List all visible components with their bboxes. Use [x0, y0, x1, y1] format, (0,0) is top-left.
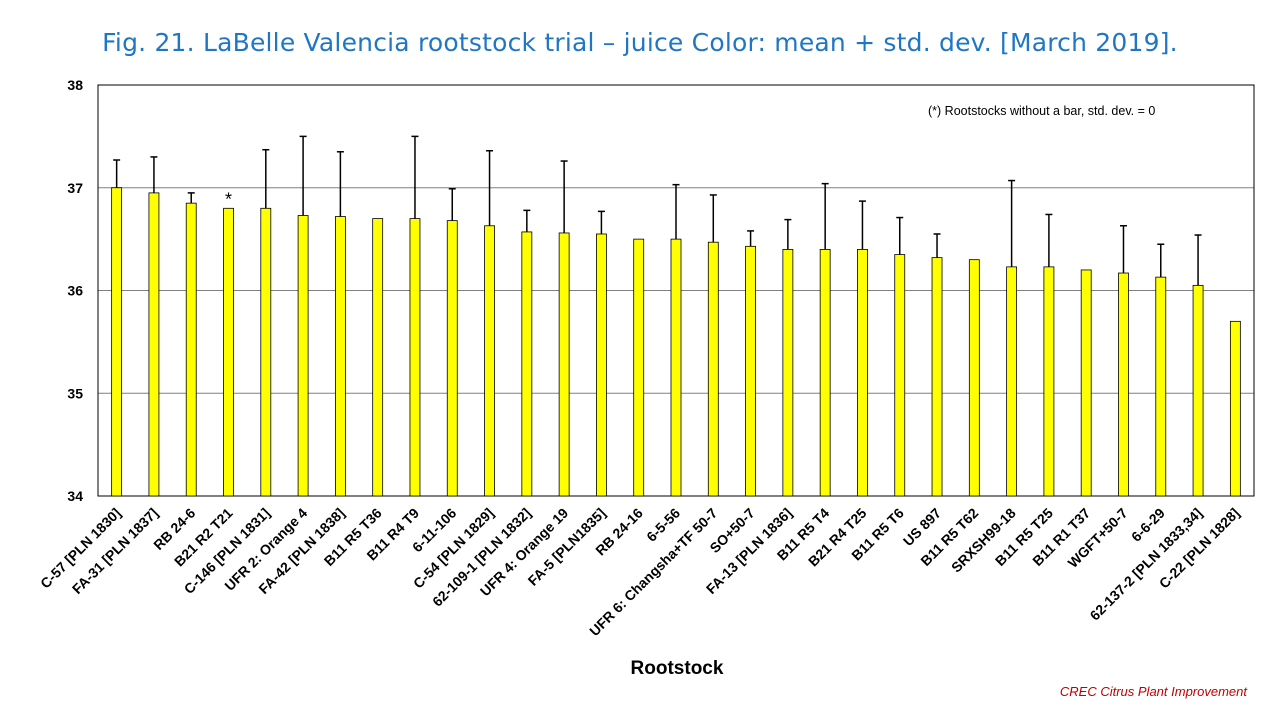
bar: [484, 225, 495, 497]
bar: [1006, 266, 1018, 497]
bar: [521, 231, 533, 497]
bar: [409, 218, 421, 497]
bar: [1155, 276, 1167, 497]
bar: [1118, 272, 1129, 497]
bar: [372, 218, 384, 497]
bar: [297, 215, 309, 497]
bar: [782, 248, 794, 497]
bar: [1229, 320, 1241, 497]
bar: [745, 245, 756, 497]
bar: [558, 232, 570, 497]
bar: [185, 202, 197, 497]
bar: [1043, 266, 1055, 497]
chart-title: Fig. 21. LaBelle Valencia rootstock tria…: [102, 28, 1178, 57]
bar: [968, 259, 980, 497]
markers: *: [225, 189, 232, 209]
no-std-dev-marker: *: [225, 189, 232, 209]
bar: [1192, 284, 1204, 497]
bar: [633, 238, 645, 497]
bar: [707, 241, 719, 497]
bars: [111, 187, 1241, 497]
bar: [819, 248, 831, 497]
bar: [111, 187, 123, 497]
y-tick-label: 34: [67, 488, 83, 504]
x-axis-label: Rootstock: [630, 658, 724, 679]
bar: [670, 238, 682, 497]
bar: [260, 207, 272, 497]
credit-text: CREC Citrus Plant Improvement: [1059, 684, 1247, 699]
y-tick-labels: 34 35 36 37 38: [67, 77, 83, 504]
bar: [446, 220, 458, 497]
x-tick-labels: C-57 [PLN 1830]FA-31 [PLN 1837]RB 24-6B2…: [37, 505, 1242, 639]
bar: [894, 254, 906, 497]
y-tick-label: 36: [67, 283, 83, 299]
bar: [596, 233, 607, 497]
bar: [857, 248, 868, 497]
error-bars: [113, 135, 1202, 286]
bar: [148, 192, 160, 497]
bar: [931, 257, 943, 497]
bar: [223, 207, 234, 497]
bar: [334, 216, 346, 497]
chart-note: (*) Rootstocks without a bar, std. dev. …: [928, 104, 1156, 118]
bar: [1080, 269, 1092, 497]
y-tick-label: 38: [67, 77, 83, 93]
y-tick-label: 37: [67, 180, 83, 196]
y-tick-label: 35: [67, 385, 83, 401]
